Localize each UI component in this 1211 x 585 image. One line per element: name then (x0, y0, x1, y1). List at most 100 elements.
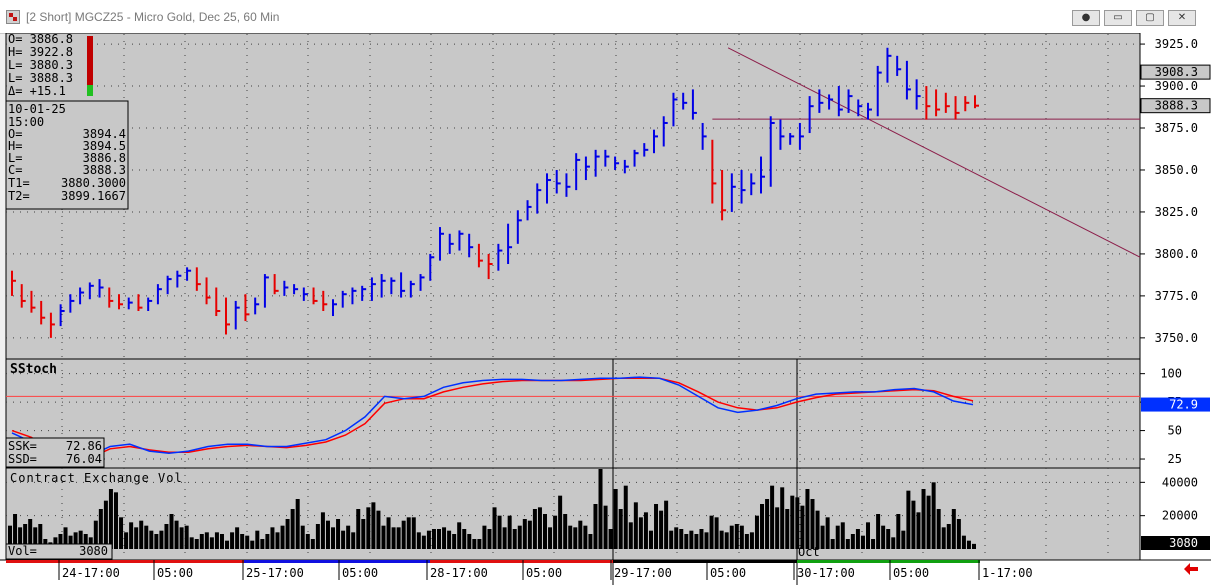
stoch-title: SStoch (10, 362, 57, 377)
price-tick-label: 3750.0 (1155, 331, 1198, 345)
volume-bar (411, 517, 416, 549)
stoch-tick-label: 25 (1168, 452, 1182, 466)
minimize-button[interactable]: ▭ (1104, 10, 1132, 26)
volume-bar (502, 527, 507, 549)
data-window-box (5, 100, 129, 210)
volume-bar (724, 532, 729, 549)
volume-bar (305, 534, 310, 549)
ohlc-bar (779, 119, 785, 150)
volume-bar (537, 507, 542, 549)
volume-bar (103, 500, 108, 549)
volume-bar (225, 540, 230, 549)
ohlc-bar (409, 280, 415, 298)
trendline[interactable] (727, 47, 1141, 258)
volume-bar (63, 527, 68, 549)
ohlc-bars (11, 47, 979, 338)
volume-bar (618, 509, 623, 549)
dw-high-label: H= (8, 139, 22, 153)
volume-bar (250, 540, 255, 549)
volume-bar (815, 510, 820, 549)
ohlc-bar (263, 274, 269, 308)
volume-bar (391, 527, 396, 549)
ohlc-bar (477, 243, 483, 268)
stoch-last-tag-text: 72.9 (1169, 398, 1198, 412)
volume-bar (553, 515, 558, 549)
volume-bar (749, 532, 754, 549)
ohlc-bar (691, 89, 697, 120)
volume-bar (709, 515, 714, 549)
volume-bar (896, 514, 901, 549)
app-icon[interactable] (6, 10, 20, 24)
scroll-right-arrow-icon[interactable] (1184, 563, 1198, 575)
time-axis-labels: 24-17:00 05:00 25-17:00 05:00 28-17:00 05:00 2… (58, 560, 1033, 580)
volume-bar (174, 520, 179, 549)
volume-bar (659, 510, 664, 549)
stoch-tick-label: 50 (1168, 424, 1182, 438)
volume-bar (13, 514, 18, 549)
volume-bar (169, 514, 174, 549)
volume-bar (179, 527, 184, 549)
volume-bar (810, 499, 815, 549)
ohlc-bar (867, 102, 872, 120)
volume-bar (527, 520, 532, 549)
volume-bar (159, 530, 164, 549)
stoch-readout-box (5, 437, 105, 468)
ohlc-bar (905, 60, 911, 100)
volume-bar (664, 500, 669, 549)
volume-tick-label: 20000 (1162, 509, 1198, 523)
ohlc-bar (225, 297, 230, 335)
volume-bar (472, 539, 477, 549)
dw-t1-label: T1= (8, 176, 30, 190)
ohlc-bar (536, 183, 542, 214)
ohlc-bar (682, 92, 688, 110)
volume-bar (754, 515, 759, 549)
ssk-value: 72.86 (66, 439, 102, 453)
readout-low: L= 3880.3 (8, 58, 73, 72)
restore-button[interactable]: ▢ (1136, 10, 1164, 26)
ohlc-bar (808, 96, 814, 134)
dw-open-label: O= (8, 127, 22, 141)
ohlc-bar (886, 47, 892, 83)
ohlc-bar (925, 86, 931, 120)
chart-canvas[interactable]: 3925.0 3900.0 3875.0 3850.0 3825.0 3800.0 3775… (0, 33, 1211, 585)
level-price-tag-text: 3908.3 (1155, 65, 1198, 79)
volume-bar (230, 532, 235, 549)
volume-bar (795, 497, 800, 549)
volume-bar (866, 522, 871, 549)
volume-bar (73, 532, 78, 549)
close-button[interactable]: ✕ (1168, 10, 1196, 26)
ohlc-bar (30, 290, 36, 313)
volume-bar (381, 525, 386, 549)
time-axis-label: 28-17:00 (430, 566, 488, 580)
ohlc-bar (614, 156, 620, 170)
volume-bar (522, 519, 527, 549)
volume-bar (467, 534, 472, 549)
ohlc-bar (458, 230, 464, 251)
volume-bar (416, 532, 421, 549)
ohlc-bar (361, 285, 367, 301)
volume-bar (558, 495, 563, 549)
volume-bar (310, 539, 315, 549)
ohlc-bar (818, 89, 824, 113)
ohlc-readout-bg (7, 34, 87, 98)
volume-bar (275, 532, 280, 549)
volume-bar (154, 534, 159, 549)
volume-bar (684, 534, 689, 549)
ohlc-bar (546, 173, 551, 204)
ohlc-bar (672, 92, 678, 127)
volume-bar (139, 520, 144, 549)
volume-bar (780, 487, 785, 549)
volume-bar (235, 527, 240, 549)
link-button[interactable]: ● (1072, 10, 1100, 26)
ohlc-bar (11, 270, 16, 296)
volume-bar (961, 535, 966, 549)
price-panel[interactable] (5, 33, 1141, 360)
volume-bar (916, 512, 921, 549)
volume-bar (603, 505, 608, 549)
volume-bar (532, 509, 537, 549)
dw-t2-value: 3899.1667 (61, 189, 126, 203)
ohlc-bar (79, 287, 85, 305)
window-title: [2 Short] MGCZ25 - Micro Gold, Dec 25, 6… (26, 10, 280, 24)
volume-bar (341, 530, 346, 549)
price-tick-label: 3925.0 (1155, 37, 1198, 51)
